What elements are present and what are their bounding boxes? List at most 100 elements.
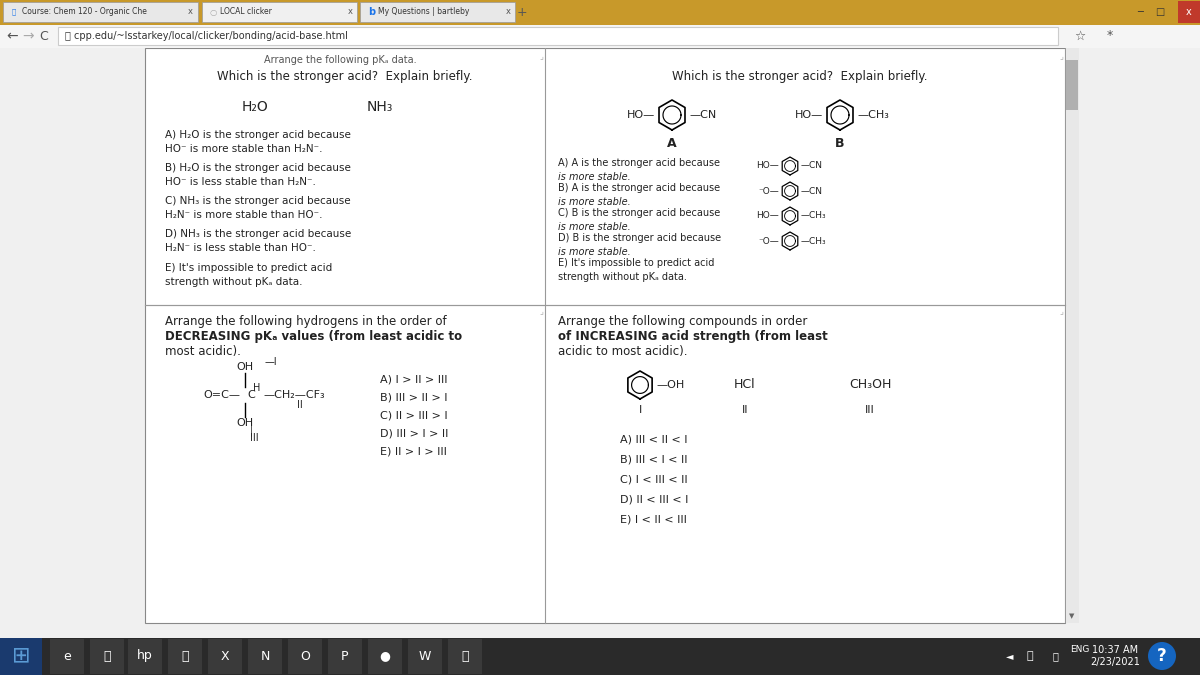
- Text: x: x: [348, 7, 353, 16]
- Text: ⊞: ⊞: [12, 646, 30, 666]
- Text: E) It's impossible to predict acid: E) It's impossible to predict acid: [166, 263, 332, 273]
- Text: HO⁻ is more stable than H₂N⁻.: HO⁻ is more stable than H₂N⁻.: [166, 144, 323, 154]
- Text: —CN: —CN: [689, 110, 716, 120]
- Text: H₂O: H₂O: [241, 100, 269, 114]
- Bar: [128, 639, 162, 674]
- Text: ←: ←: [6, 29, 18, 43]
- Text: —I: —I: [265, 357, 277, 367]
- Bar: [2, 2, 198, 22]
- Text: E) I < II < III: E) I < II < III: [620, 515, 686, 525]
- Text: —CN: —CN: [802, 186, 823, 196]
- Text: O: O: [300, 649, 310, 662]
- Text: 🔊: 🔊: [1027, 651, 1033, 661]
- Text: CH₃OH: CH₃OH: [848, 379, 892, 391]
- Text: 🔒 cpp.edu/~lsstarkey/local/clicker/bonding/acid-base.html: 🔒 cpp.edu/~lsstarkey/local/clicker/bondi…: [65, 31, 348, 41]
- Text: acidic to most acidic).: acidic to most acidic).: [558, 345, 688, 358]
- Text: of INCREASING acid strength (from least: of INCREASING acid strength (from least: [558, 330, 828, 343]
- Text: E) It's impossible to predict acid: E) It's impossible to predict acid: [558, 258, 714, 268]
- Text: HO—: HO—: [626, 110, 655, 120]
- Text: A) I > II > III: A) I > II > III: [380, 375, 448, 385]
- Text: ▼: ▼: [1069, 613, 1075, 619]
- Text: hp: hp: [137, 649, 152, 662]
- Text: ⌟: ⌟: [539, 51, 542, 60]
- Text: Which is the stronger acid?  Explain briefly.: Which is the stronger acid? Explain brie…: [672, 70, 928, 83]
- Text: H₂N⁻ is more stable than HO⁻.: H₂N⁻ is more stable than HO⁻.: [166, 210, 323, 220]
- Text: B) III > II > I: B) III > II > I: [380, 393, 448, 403]
- Text: 🦊: 🦊: [181, 649, 188, 662]
- Text: E) II > I > III: E) II > I > III: [380, 447, 446, 457]
- Bar: [408, 639, 442, 674]
- Text: HO—: HO—: [756, 161, 779, 171]
- Bar: [360, 2, 515, 22]
- Text: H: H: [253, 383, 260, 393]
- Text: A: A: [667, 137, 677, 150]
- Text: ─: ─: [1138, 7, 1142, 17]
- Text: —CN: —CN: [802, 161, 823, 171]
- Text: —CH₃: —CH₃: [857, 110, 889, 120]
- Bar: [145, 48, 1066, 623]
- Text: II: II: [742, 405, 749, 415]
- Bar: [202, 2, 358, 22]
- Text: N: N: [260, 649, 270, 662]
- Text: —CH₃: —CH₃: [802, 236, 827, 246]
- Text: H₂N⁻ is less stable than HO⁻.: H₂N⁻ is less stable than HO⁻.: [166, 243, 316, 253]
- Text: is more stable.: is more stable.: [558, 197, 631, 207]
- Text: X: X: [221, 649, 229, 662]
- Text: ?: ?: [1157, 647, 1166, 665]
- Text: OH: OH: [236, 362, 253, 372]
- Text: strength without pKₐ data.: strength without pKₐ data.: [166, 277, 302, 287]
- Text: ⁻O—: ⁻O—: [758, 236, 779, 246]
- Text: 📡: 📡: [1052, 651, 1058, 661]
- Text: ⌟: ⌟: [539, 306, 542, 315]
- Text: 2/23/2021: 2/23/2021: [1090, 657, 1140, 667]
- Text: Arrange the following compounds in order: Arrange the following compounds in order: [558, 315, 808, 328]
- Text: ●: ●: [379, 649, 390, 662]
- Text: III: III: [250, 433, 259, 443]
- Bar: [288, 639, 322, 674]
- Text: —CH₂—CF₃: —CH₂—CF₃: [263, 390, 325, 400]
- Text: x: x: [1186, 7, 1192, 17]
- Text: e: e: [64, 649, 71, 662]
- Text: b: b: [368, 7, 376, 17]
- Text: D) II < III < I: D) II < III < I: [620, 495, 689, 505]
- Text: ○: ○: [210, 7, 217, 16]
- Text: DECREASING pKₐ values (from least acidic to: DECREASING pKₐ values (from least acidic…: [166, 330, 462, 343]
- Text: O=C—: O=C—: [203, 390, 240, 400]
- Text: strength without pKₐ data.: strength without pKₐ data.: [558, 272, 686, 282]
- Text: P: P: [341, 649, 349, 662]
- Text: Course: Chem 120 - Organic Che: Course: Chem 120 - Organic Che: [22, 7, 146, 16]
- Text: III: III: [865, 405, 875, 415]
- Text: B) H₂O is the stronger acid because: B) H₂O is the stronger acid because: [166, 163, 350, 173]
- Text: C) I < III < II: C) I < III < II: [620, 475, 688, 485]
- Bar: [0, 25, 1200, 48]
- Text: A) A is the stronger acid because: A) A is the stronger acid because: [558, 158, 720, 168]
- Text: Arrange the following pKₐ data.: Arrange the following pKₐ data.: [264, 55, 416, 65]
- Text: *: *: [1106, 30, 1114, 43]
- Text: My Questions | bartleby: My Questions | bartleby: [378, 7, 469, 16]
- Text: is more stable.: is more stable.: [558, 172, 631, 182]
- Text: C) B is the stronger acid because: C) B is the stronger acid because: [558, 208, 720, 218]
- Text: NH₃: NH₃: [367, 100, 394, 114]
- Text: C: C: [247, 390, 254, 400]
- Text: LOCAL clicker: LOCAL clicker: [220, 7, 272, 16]
- Text: 📋: 📋: [103, 649, 110, 662]
- Text: HO—: HO—: [794, 110, 823, 120]
- Text: W: W: [419, 649, 431, 662]
- Text: I: I: [638, 405, 642, 415]
- Text: A) H₂O is the stronger acid because: A) H₂O is the stronger acid because: [166, 130, 350, 140]
- Text: D) III > I > II: D) III > I > II: [380, 429, 449, 439]
- Text: C) II > III > I: C) II > III > I: [380, 411, 448, 421]
- Text: ⌟: ⌟: [1060, 306, 1063, 315]
- Text: 🖼: 🖼: [461, 649, 469, 662]
- Bar: [248, 639, 282, 674]
- Text: HCl: HCl: [734, 379, 756, 391]
- Text: B) III < I < II: B) III < I < II: [620, 455, 688, 465]
- Text: ⌟: ⌟: [1060, 51, 1063, 60]
- Bar: [328, 639, 362, 674]
- Text: C: C: [40, 30, 48, 43]
- Text: HO—: HO—: [756, 211, 779, 221]
- Bar: [0, 638, 1200, 675]
- Text: ☆: ☆: [1074, 30, 1086, 43]
- Bar: [368, 639, 402, 674]
- Text: HO⁻ is less stable than H₂N⁻.: HO⁻ is less stable than H₂N⁻.: [166, 177, 316, 187]
